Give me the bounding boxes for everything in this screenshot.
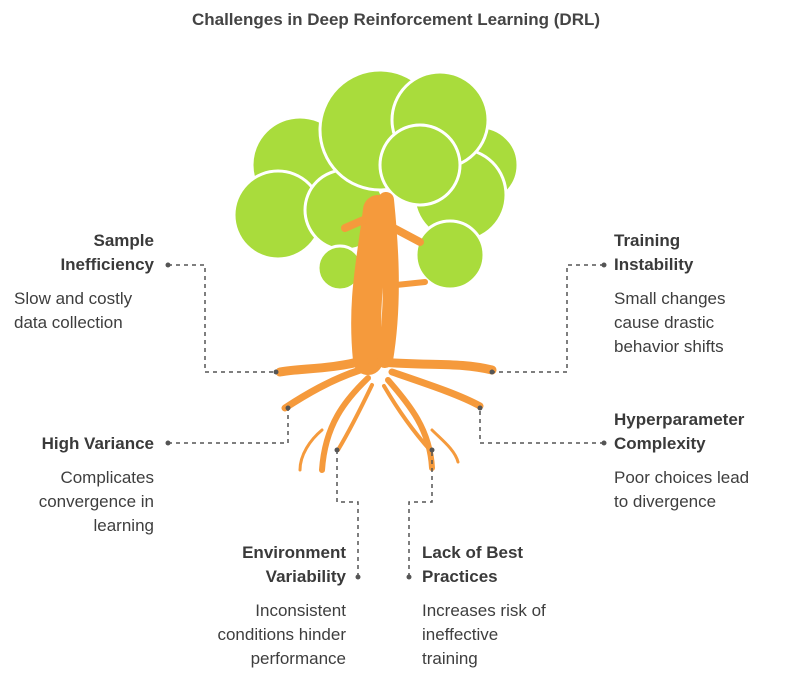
connector-sample-inefficiency (168, 264, 276, 373)
connector-high-variance (168, 408, 289, 444)
tree-trunk (275, 192, 497, 473)
challenge-heading: Training Instability (614, 231, 694, 274)
challenge-description: Inconsistent conditions hinder performan… (217, 601, 346, 668)
challenge-sample-inefficiency: Sample Inefficiency (0, 229, 154, 277)
challenge-training-instability: Training Instability Small changes cause… (614, 229, 784, 359)
challenge-environment-variability: Environment Variability Inconsistent con… (166, 541, 346, 671)
challenge-description: Increases risk of ineffective training (422, 601, 546, 668)
connector-dots (165, 262, 607, 580)
diagram-title: Challenges in Deep Reinforcement Learnin… (191, 10, 601, 29)
connector-lack-of-best-practices (408, 450, 433, 577)
challenge-description: Small changes cause drastic behavior shi… (614, 289, 726, 356)
connector-hyperparameter-complexity (479, 408, 604, 444)
challenge-hyperparameter-complexity: Hyperparameter Complexity Poor choices l… (614, 408, 784, 514)
challenge-heading: High Variance (41, 434, 154, 453)
challenge-high-variance: High Variance Complicates convergence in… (0, 432, 154, 538)
connectors (168, 264, 604, 577)
challenge-heading: Lack of Best Practices (422, 543, 524, 586)
challenge-description: Poor choices lead to divergence (614, 468, 750, 511)
challenge-heading: Environment Variability (242, 543, 346, 586)
challenge-description: Complicates convergence in learning (38, 468, 154, 535)
challenge-heading: Sample Inefficiency (60, 231, 154, 274)
challenge-lack-of-best-practices: Lack of Best Practices Increases risk of… (422, 541, 602, 671)
challenge-description: Slow and costly data collection (14, 289, 133, 332)
challenge-sample-inefficiency-description: Slow and costly data collection (14, 287, 184, 335)
challenge-heading: Hyperparameter Complexity (614, 410, 745, 453)
connector-training-instability (492, 264, 604, 373)
connector-environment-variability (336, 450, 359, 577)
tree-foliage (232, 68, 520, 292)
